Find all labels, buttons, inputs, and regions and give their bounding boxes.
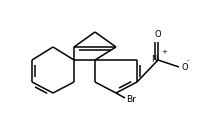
Text: O: O	[181, 62, 188, 72]
Text: +: +	[161, 49, 167, 55]
Text: O: O	[155, 30, 161, 39]
Text: -: -	[187, 57, 189, 63]
Text: N: N	[151, 55, 157, 65]
Text: Br: Br	[126, 95, 136, 103]
